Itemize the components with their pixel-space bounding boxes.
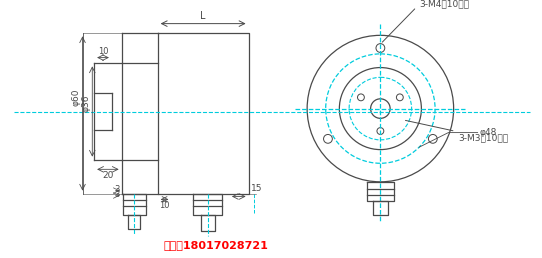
Text: 20: 20 bbox=[102, 171, 114, 180]
Text: 10: 10 bbox=[98, 47, 108, 56]
Text: 15: 15 bbox=[250, 184, 262, 193]
Text: 3-M4深10均布: 3-M4深10均布 bbox=[382, 0, 469, 42]
Text: 手机：18017028721: 手机：18017028721 bbox=[164, 240, 269, 250]
Text: 3-M3深10均布: 3-M3深10均布 bbox=[405, 120, 508, 142]
Text: L: L bbox=[201, 11, 206, 21]
Text: 10: 10 bbox=[159, 201, 170, 210]
Text: φ36: φ36 bbox=[81, 95, 91, 112]
Text: φ60: φ60 bbox=[72, 88, 81, 106]
Text: 3: 3 bbox=[114, 185, 120, 194]
Text: 3: 3 bbox=[114, 190, 120, 199]
Text: φ48: φ48 bbox=[480, 128, 497, 137]
